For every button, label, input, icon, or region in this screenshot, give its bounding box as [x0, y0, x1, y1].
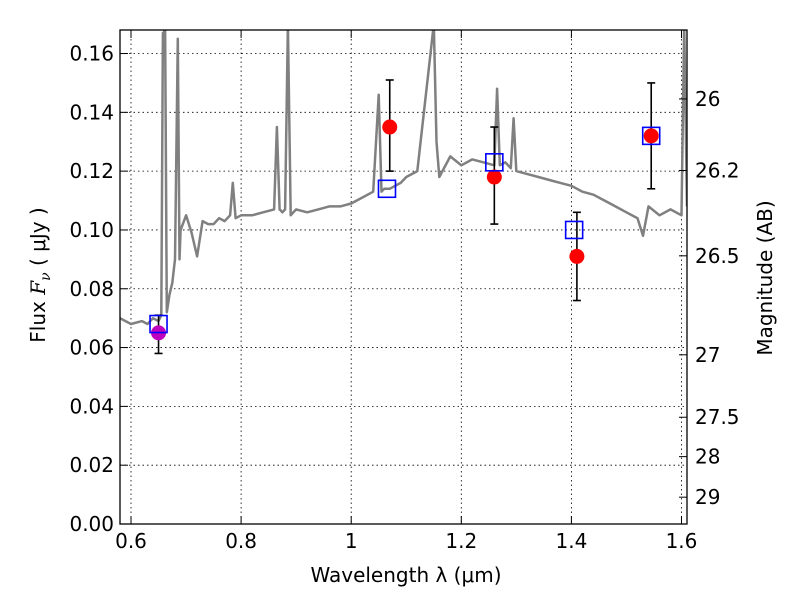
x-axis: 0.6 0.8 1 1.2 1.4 1.6 [115, 30, 697, 553]
model-square [485, 153, 504, 172]
y-tick-label: 0.16 [69, 42, 114, 66]
y2-tick-label: 26 [695, 87, 720, 111]
x-axis-title: Wavelength λ (μm) [310, 563, 501, 587]
x-tick-label: 0.6 [115, 529, 147, 553]
model-spectrum [120, 30, 687, 326]
model-points [149, 126, 661, 334]
plot-background [120, 30, 687, 524]
y2-tick-label: 29 [695, 485, 720, 509]
x-tick-label: 0.8 [225, 529, 257, 553]
x-tick-label: 1.2 [445, 529, 477, 553]
y-axis-title: Flux Fν ( μJy ) [26, 207, 54, 342]
y-tick-label: 0.12 [69, 159, 114, 183]
y2-axis-title: Magnitude (AB) [753, 200, 777, 355]
y-axis-title-symbol: F [26, 280, 50, 296]
y2-tick-label: 27 [695, 343, 720, 367]
y-tick-label: 0.00 [69, 512, 114, 536]
y-tick-label: 0.08 [69, 277, 114, 301]
y2-tick-label: 28 [695, 445, 720, 469]
observed-point [486, 169, 502, 185]
y-axis: 0.00 0.02 0.04 0.06 0.08 0.10 0.12 0.14 0.16 [69, 42, 128, 536]
x-tick-label: 1 [345, 529, 358, 553]
y2-axis: 26 26.2 26.5 27 27.5 28 29 [679, 87, 740, 509]
y-axis-title-subscript: ν [38, 272, 54, 281]
y2-tick-label: 27.5 [695, 405, 740, 429]
model-square [149, 314, 168, 334]
y-axis-title-prefix: Flux [26, 295, 50, 343]
y2-tick-label: 26.5 [695, 244, 740, 268]
x-tick-label: 1.6 [666, 529, 698, 553]
y-axis-title-unit: ( μJy ) [26, 207, 50, 272]
y-tick-label: 0.02 [69, 453, 114, 477]
x-tick-label: 1.4 [555, 529, 587, 553]
model-square [641, 126, 661, 146]
model-square [564, 220, 584, 240]
y-tick-label: 0.10 [69, 218, 114, 242]
observed-point [382, 119, 398, 135]
y2-tick-label: 26.2 [695, 158, 740, 182]
plot-frame [119, 29, 688, 525]
y-tick-label: 0.14 [69, 100, 114, 124]
observed-point [643, 128, 659, 144]
spectrum-line [120, 30, 687, 326]
model-square [377, 179, 397, 199]
observed-point [569, 248, 585, 264]
y-tick-label: 0.06 [69, 336, 114, 360]
y-tick-label: 0.04 [69, 394, 114, 418]
